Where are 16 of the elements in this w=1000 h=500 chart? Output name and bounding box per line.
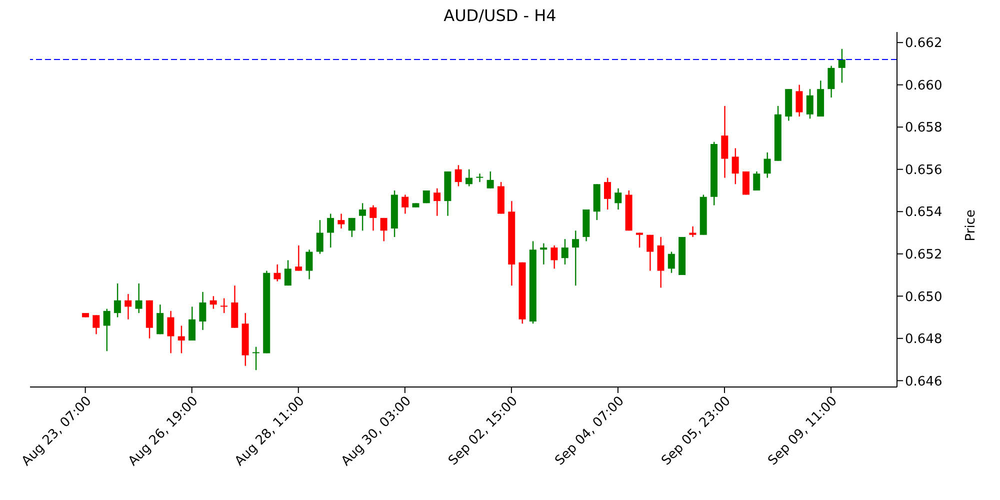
y-tick-label: 0.650	[905, 290, 942, 305]
y-tick-label: 0.662	[905, 36, 942, 52]
y-axis-title: Price	[964, 210, 979, 242]
y-tick-label: 0.654	[905, 205, 942, 220]
candlestick	[124, 294, 132, 320]
candlestick	[476, 174, 484, 182]
candlestick	[295, 245, 302, 271]
y-tick-label: 0.652	[905, 247, 942, 262]
y-tick-label: 0.648	[905, 332, 942, 348]
chart-title: AUD/USD - H4	[442, 6, 558, 27]
y-tick-label: 0.660	[905, 78, 942, 94]
candlestick	[540, 243, 548, 264]
y-tick-label: 0.656	[905, 162, 942, 178]
candlestick	[689, 226, 696, 237]
y-tick-label: 0.646	[905, 374, 942, 390]
y-tick-label: 0.658	[905, 120, 942, 136]
